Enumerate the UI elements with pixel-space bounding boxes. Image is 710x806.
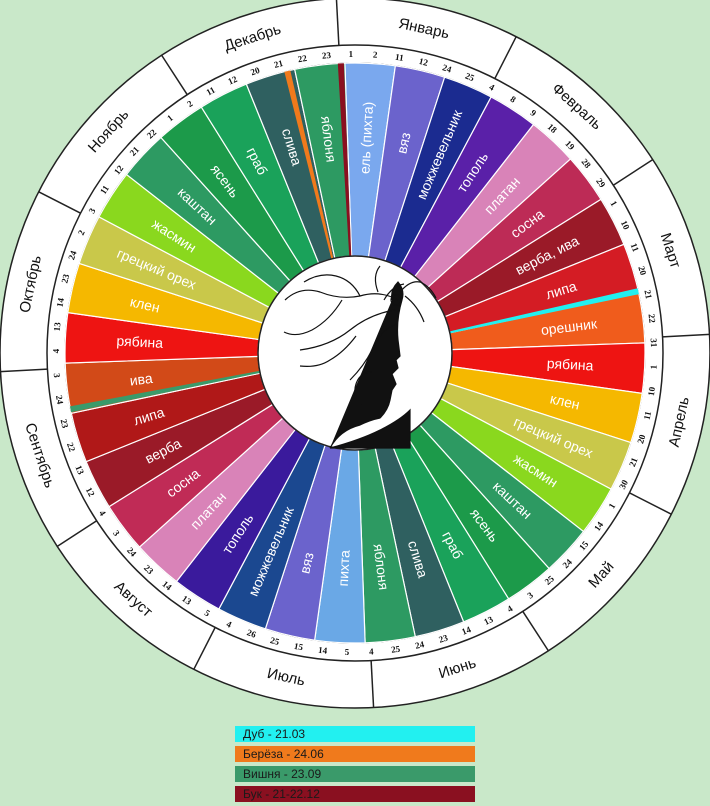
date-label: 23 [437, 632, 449, 644]
tree-label: вяз [296, 551, 316, 575]
date-label: 1 [349, 49, 354, 59]
month-divider [38, 191, 81, 214]
tree-label: рябина [116, 333, 164, 351]
legend: Дуб - 21.03 Берёза - 24.06 Вишня - 23.09 Бу… [235, 726, 475, 806]
date-label: 23 [59, 273, 71, 285]
legend-item: Берёза - 24.06 [235, 746, 475, 762]
month-divider [629, 492, 672, 515]
date-label: 25 [464, 71, 477, 84]
date-label: 8 [509, 94, 519, 105]
month-divider [161, 54, 188, 96]
date-label: 20 [249, 65, 261, 78]
date-label: 4 [225, 619, 234, 630]
date-label: 15 [293, 641, 304, 653]
date-label: 12 [418, 56, 430, 68]
tree-label: орешник [540, 315, 599, 338]
legend-item: Дуб - 21.03 [235, 726, 475, 742]
date-label: 23 [322, 50, 332, 61]
tree-label: яблоня [318, 115, 340, 163]
month-divider [662, 333, 710, 338]
date-label: 12 [226, 74, 239, 87]
tree-label: рябина [547, 355, 595, 373]
date-label: 4 [97, 508, 108, 518]
date-label: 25 [269, 635, 281, 647]
date-label: 3 [111, 528, 122, 538]
date-label: 21 [627, 456, 640, 468]
date-label: 14 [55, 297, 66, 308]
date-label: 2 [76, 228, 87, 237]
date-label: 26 [246, 627, 258, 640]
legend-item: Бук - 21-22.12 [235, 786, 475, 802]
month-divider [56, 520, 98, 547]
month-divider [335, 0, 340, 46]
birch-stripe [284, 70, 334, 259]
date-label: 24 [66, 249, 79, 261]
date-label: 3 [525, 590, 535, 601]
month-divider [522, 610, 549, 652]
date-label: 4 [369, 646, 375, 656]
date-label: 5 [203, 608, 212, 619]
date-label: 20 [635, 433, 647, 445]
cherry-stripe [69, 370, 261, 413]
date-label: 1 [606, 501, 617, 510]
date-label: 24 [441, 62, 453, 74]
legend-item: Вишня - 23.09 [235, 766, 475, 782]
date-label: 11 [642, 410, 654, 421]
tree-label: яблоня [370, 543, 392, 591]
date-label: 9 [528, 108, 538, 119]
tree-label: пихта [335, 549, 353, 586]
date-label: 3 [87, 206, 98, 215]
date-label: 22 [65, 441, 77, 453]
tree-label: клен [129, 293, 162, 315]
profile-tree-icon [283, 265, 437, 449]
month-divider [193, 627, 216, 670]
date-label: 11 [629, 242, 642, 254]
date-label: 25 [391, 644, 402, 655]
month-divider [370, 660, 375, 708]
date-label: 21 [642, 289, 654, 300]
date-label: 24 [414, 639, 425, 651]
date-label: 11 [395, 52, 405, 63]
oak-stripe [449, 288, 639, 334]
date-label: 4 [505, 603, 514, 614]
date-label: 24 [54, 394, 65, 405]
date-label: 2 [185, 98, 195, 109]
date-label: 20 [636, 265, 648, 277]
tree-label: вяз [393, 131, 413, 155]
zodiac-wheel: ЯнварьФевральМартАпрельМайИюньИюльАвгуст… [0, 0, 710, 709]
date-label: 13 [73, 464, 86, 477]
date-label: 4 [488, 82, 497, 93]
date-label: 1 [608, 199, 619, 208]
date-label: 1 [649, 364, 659, 369]
date-label: 3 [52, 373, 62, 379]
month-divider [494, 36, 517, 79]
date-label: 13 [52, 321, 63, 331]
date-label: 1 [165, 112, 175, 123]
tree-label: ель (пихта) [356, 101, 376, 174]
date-label: 10 [646, 386, 657, 397]
center-disc [257, 255, 453, 451]
date-label: 31 [649, 338, 659, 348]
month-divider [0, 368, 48, 373]
beech-stripe [337, 63, 352, 257]
date-label: 2 [373, 50, 379, 60]
date-label: 4 [51, 348, 61, 353]
date-label: 22 [647, 313, 658, 324]
date-label: 14 [460, 624, 473, 637]
date-label: 23 [59, 418, 71, 430]
tree-label: клен [549, 390, 582, 412]
date-label: 5 [345, 647, 350, 657]
date-label: 22 [297, 53, 308, 65]
tree-label: ива [129, 370, 154, 389]
date-label: 14 [318, 645, 329, 656]
month-divider [612, 159, 654, 186]
date-label: 21 [273, 58, 285, 70]
